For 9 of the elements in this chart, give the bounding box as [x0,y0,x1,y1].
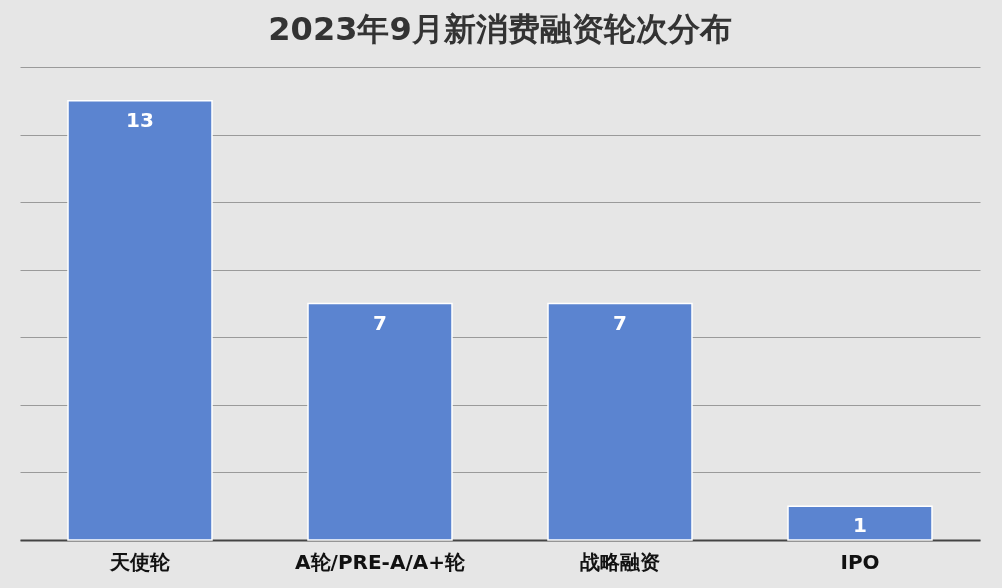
data-label: 7 [373,310,387,335]
x-tick-label: 天使轮 [109,549,171,574]
x-tick-label: A轮/PRE-A/A+轮 [295,549,466,574]
data-label: 1 [853,513,867,538]
x-tick-label: IPO [840,549,880,574]
x-tick-label: 战略融资 [580,549,660,574]
data-label: 13 [126,107,154,132]
chart-title: 2023年9月新消费融资轮次分布 [268,10,732,48]
data-label: 7 [613,310,627,335]
